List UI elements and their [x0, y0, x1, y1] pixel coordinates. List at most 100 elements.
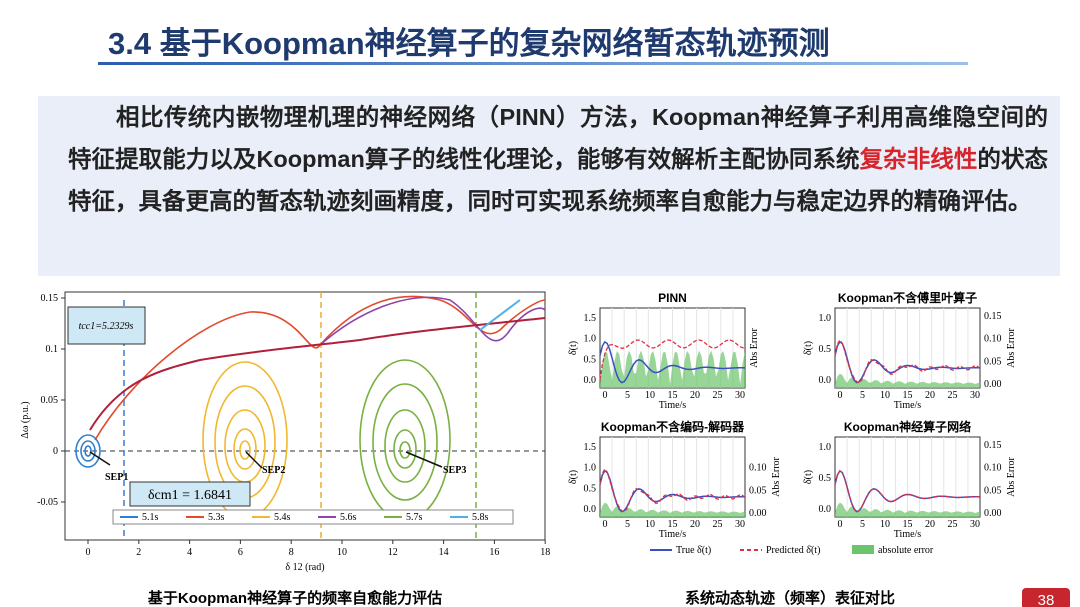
legend-label: 5.3s	[208, 512, 225, 523]
y-tick-label: 1.5	[584, 313, 597, 324]
x-tick-label: 0	[838, 390, 843, 401]
annotation-box	[129, 481, 251, 507]
x-tick-label: 10	[337, 547, 347, 558]
annotation: δcm1 = 1.6841	[148, 488, 232, 503]
x-tick-label: 20	[690, 390, 700, 401]
legend-label: 5.4s	[274, 512, 291, 523]
y-axis-label: δ̇(t)	[803, 341, 814, 355]
x-tick-label: 15	[903, 390, 913, 401]
y-axis-label: Δω (p.u.)	[20, 401, 31, 438]
predicted-curve	[834, 469, 981, 513]
y2-tick-label: 0.00	[984, 379, 1002, 390]
y-tick-label: 0.0	[584, 504, 597, 515]
y-tick-label: 0.5	[584, 354, 597, 365]
x-tick-label: 25	[948, 519, 958, 530]
y-tick-label: 0.5	[819, 344, 832, 355]
trajectories	[75, 295, 546, 521]
y-tick-label: -0.05	[37, 497, 58, 508]
annotation: SEP3	[443, 465, 466, 476]
arrow	[405, 451, 443, 468]
x-tick-label: 12	[388, 547, 398, 558]
y-tick-label: 0.0	[819, 375, 832, 386]
caption: 基于Koopman神经算子的频率自愈能力评估	[147, 589, 442, 607]
arrow	[89, 451, 111, 466]
slide-title: 3.4 基于Koopman神经算子的复杂网络暂态轨迹预测	[108, 26, 830, 61]
panel-title: PINN	[658, 291, 687, 305]
x-tick-label: 25	[713, 390, 723, 401]
true-curve	[599, 340, 746, 384]
x-tick-label: 5	[625, 519, 630, 530]
legend-label: 5.1s	[142, 512, 159, 523]
x-tick-label: 5	[625, 390, 630, 401]
caption: 系统动态轨迹（频率）表征对比	[685, 589, 895, 607]
y-tick-label: 0.15	[41, 293, 59, 304]
y2-tick-label: 0.15	[984, 440, 1002, 451]
error-area	[600, 502, 745, 517]
x-tick-label: 4	[187, 547, 192, 558]
y-tick-label: 1.0	[819, 442, 832, 453]
panel-title: Koopman不含编码-解码器	[601, 419, 745, 434]
annotation: SEP2	[262, 465, 285, 476]
x-tick-label: 30	[970, 390, 980, 401]
y-tick-label: 1.0	[584, 334, 597, 345]
legend-label: Predicted δ̇(t)	[766, 545, 820, 556]
page-badge	[1022, 588, 1070, 607]
y-tick-label: 1.0	[584, 463, 597, 474]
y2-tick-label: 0.05	[984, 485, 1002, 496]
y2-axis-label: Abs Error	[1006, 456, 1017, 496]
x-tick-label: 0	[603, 390, 608, 401]
y2-tick-label: 0.05	[984, 356, 1002, 367]
summary: 相比传统内嵌物理机理的神经网络（PINN）方法，Koopman神经算子利用高维隐…	[38, 96, 1060, 276]
annotation-box	[67, 306, 146, 345]
legend	[112, 509, 514, 525]
summary-highlight: 复杂非线性	[859, 146, 978, 172]
annotation: tcc1=5.2329s	[79, 321, 134, 332]
predicted-curve	[834, 338, 981, 384]
y2-tick-label: 0.15	[984, 311, 1002, 322]
x-axis-label: δ 12 (rad)	[285, 562, 324, 573]
y2-tick-label: 0.00	[984, 508, 1002, 519]
x-tick-label: 30	[735, 390, 745, 401]
y-tick-label: 0.05	[41, 395, 59, 406]
x-tick-label: 18	[540, 547, 550, 558]
x-tick-label: 14	[439, 547, 449, 558]
panel-title: Koopman神经算子网络	[844, 419, 971, 434]
y-tick-label: 0	[53, 446, 58, 457]
title-rule	[98, 62, 968, 65]
error-area	[835, 502, 980, 517]
x-tick-label: 20	[925, 519, 935, 530]
y-axis-label: δ̇(t)	[803, 470, 814, 484]
x-tick-label: 10	[880, 390, 890, 401]
x-tick-label: 25	[713, 519, 723, 530]
legend-label: True δ̇(t)	[676, 545, 711, 556]
summary-text: 的状态特征，具备更高的暂态轨迹刻画精度，同时可实现系统频率自愈能力与稳定边界的精…	[68, 146, 1049, 214]
legend-label: absolute error	[878, 545, 934, 556]
x-tick-label: 0	[86, 547, 91, 558]
y2-tick-label: 0.10	[984, 334, 1002, 345]
y-axis-label: δ̇(t)	[568, 341, 579, 355]
predicted-curve	[599, 339, 746, 381]
x-tick-label: 30	[970, 519, 980, 530]
x-tick-label: 25	[948, 390, 958, 401]
y2-tick-label: 0.05	[749, 485, 767, 496]
x-tick-label: 20	[690, 519, 700, 530]
y2-tick-label: 0.00	[749, 508, 767, 519]
x-tick-label: 10	[645, 390, 655, 401]
page-number: 38	[1038, 592, 1055, 607]
x-tick-label: 5	[860, 390, 865, 401]
x-tick-label: 10	[645, 519, 655, 530]
y2-tick-label: 0.10	[749, 463, 767, 474]
x-tick-label: 30	[735, 519, 745, 530]
y-tick-label: 1.0	[819, 313, 832, 324]
x-tick-label: 10	[880, 519, 890, 530]
annotation: SEP1	[105, 472, 128, 483]
x-tick-label: 15	[903, 519, 913, 530]
y2-axis-label: Abs Error	[771, 456, 782, 496]
legend-label: 5.7s	[406, 512, 423, 523]
y-tick-label: 0.0	[819, 504, 832, 515]
x-tick-label: 0	[838, 519, 843, 530]
y-axis-label: δ̇(t)	[568, 470, 579, 484]
x-tick-label: 16	[489, 547, 499, 558]
